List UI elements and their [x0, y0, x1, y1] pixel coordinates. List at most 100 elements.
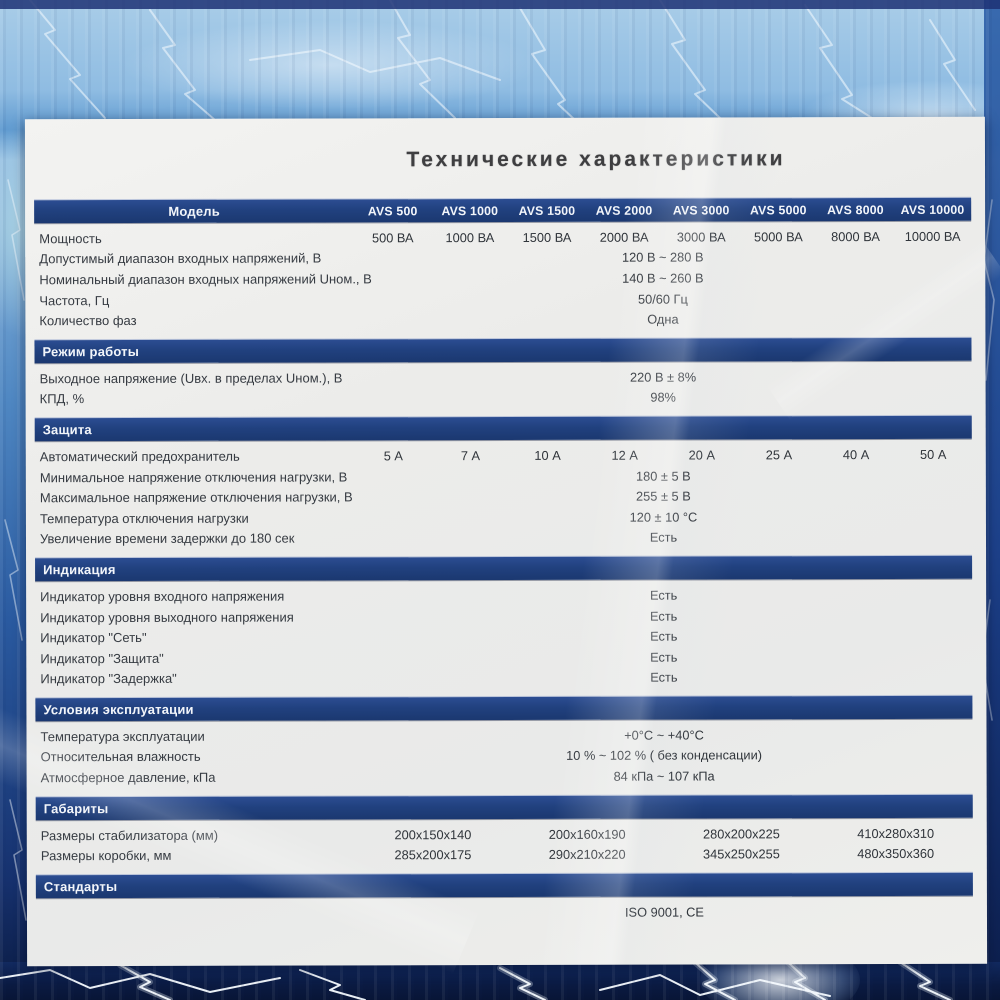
row-label: Температура отключения нагрузки — [39, 510, 249, 526]
model-column-header: AVS 3000 — [672, 202, 730, 218]
row-value: 200x150x140 — [394, 826, 472, 842]
section-header-label: Условия эксплуатации — [43, 701, 194, 718]
row-value: 280x200x225 — [702, 825, 780, 842]
section-header-label: Защита — [42, 422, 92, 438]
section-header-bar: Габариты — [35, 794, 973, 821]
row-label: Атмосферное давление, кПа — [40, 769, 216, 786]
row-label: Температура эксплуатации — [40, 728, 205, 745]
row-value: 285x200x175 — [394, 847, 472, 863]
model-column-header: AVS 1500 — [518, 203, 576, 218]
row-value: 480x350x360 — [857, 846, 935, 862]
row-label: Выходное напряжение (Uвх. в пределах Uно… — [39, 370, 343, 386]
table-row: Индикатор уровня выходного напряжения Ест… — [35, 604, 972, 627]
row-label — [36, 913, 356, 914]
row-value: 25 А — [765, 447, 793, 463]
table-row: Индикатор уровня входного напряжения Есть — [35, 584, 972, 607]
row-value: 1500 ВА — [522, 229, 572, 245]
row-value: 3000 ВА — [676, 229, 726, 245]
row-value: 1000 ВА — [445, 229, 495, 245]
section-header-label: Индикация — [43, 562, 116, 578]
spec-panel: Технические характеристики Модель AVS 500… — [0, 116, 1000, 974]
row-label: Минимальное напряжение отключения нагруз… — [39, 468, 348, 485]
row-label: Индикатор "Сеть" — [40, 630, 147, 646]
section-header-bar: Стандарты — [35, 872, 973, 899]
table-row: Размеры коробки, мм 285x200x175 290x210x22… — [36, 843, 973, 866]
row-value: 2000 ВА — [599, 229, 649, 245]
table-row: Автоматический предохранитель 5 А 7 А 10 А 1… — [35, 444, 972, 467]
model-column-header: AVS 1000 — [441, 203, 499, 218]
row-label: Допустимый диапазон входных напряжений, … — [39, 250, 322, 267]
table-row: Допустимый диапазон входных напряжений, … — [34, 246, 971, 269]
table-row: КПД, % 98% — [35, 386, 972, 409]
section-header-bar: Защита — [34, 415, 972, 442]
row-label: Индикатор "Задержка" — [40, 671, 177, 687]
section-header-bar: Условия эксплуатации — [35, 695, 973, 722]
row-value: Есть — [650, 649, 678, 665]
row-value: 220 В ± 8% — [630, 369, 697, 385]
table-row: Атмосферное давление, кПа 84 кПа ~ 107 кП… — [36, 765, 973, 788]
row-value: 84 кПа ~ 107 кПа — [613, 768, 715, 784]
row-value: 10 % ~ 102 % ( без конденсации) — [566, 747, 763, 764]
row-value: 255 ± 5 В — [636, 488, 691, 504]
row-label: Размеры коробки, мм — [40, 848, 172, 864]
row-label: Частота, Гц — [39, 292, 110, 308]
row-value: Есть — [649, 587, 678, 603]
section-header-label: Стандарты — [43, 879, 118, 895]
row-value: 180 ± 5 В — [635, 468, 691, 484]
row-value: 10000 ВА — [904, 228, 961, 244]
row-label: Индикатор уровня входного напряжения — [40, 588, 285, 605]
row-label: Максимальное напряжение отключения нагру… — [39, 489, 353, 506]
row-value: Есть — [650, 669, 678, 685]
table-row: Индикатор "Защита" Есть — [35, 646, 972, 669]
row-value: Есть — [650, 608, 678, 624]
row-value: 12 А — [611, 447, 638, 463]
table-row: Температура эксплуатации +0°C ~ +40°C — [35, 724, 972, 747]
table-row: Количество фаз Одна — [34, 308, 971, 331]
row-value: 50/60 Гц — [637, 291, 688, 307]
row-value: 140 В ~ 260 В — [622, 270, 704, 286]
row-value: Есть — [649, 529, 678, 545]
section-header-label: Габариты — [43, 800, 109, 817]
row-value: 410x280x310 — [857, 825, 935, 841]
table-row: Максимальное напряжение отключения нагру… — [35, 485, 972, 508]
section-header-bar: Индикация — [35, 555, 973, 582]
row-value: 5000 ВА — [754, 229, 803, 245]
light-haze — [120, 20, 540, 110]
row-value: 20 А — [688, 447, 716, 463]
row-value: 500 ВА — [371, 230, 414, 246]
model-column-header: AVS 500 — [367, 203, 418, 218]
row-value: 40 А — [842, 447, 870, 463]
box-top-edge — [0, 0, 1000, 9]
box-edge-right — [984, 0, 1000, 1000]
row-label: Мощность — [39, 230, 102, 247]
section-header-bar: Режим работы — [34, 337, 972, 364]
table-row: Относительная влажность 10 % ~ 102 % ( бе… — [36, 744, 973, 767]
table-row: Размеры стабилизатора (мм) 200x150x140 200… — [36, 823, 973, 846]
row-value: 120 ± 10 °C — [629, 509, 698, 525]
row-value: Есть — [650, 628, 678, 644]
model-column-header: AVS 10000 — [900, 202, 965, 217]
table-row: Увеличение времени задержки до 180 сек Ес… — [35, 526, 972, 549]
row-value: 10 А — [534, 447, 561, 463]
model-header-label: Модель — [168, 203, 220, 219]
model-column-header: AVS 5000 — [749, 202, 807, 217]
row-value: 98% — [650, 389, 676, 405]
page-title: Технические характеристики — [406, 147, 786, 172]
model-header-bar: Модель AVS 500 AVS 1000 AVS 1500 AVS 2000 AVS… — [34, 197, 972, 224]
model-column-header: AVS 8000 — [827, 202, 884, 217]
row-value: 200x160x190 — [548, 826, 626, 842]
table-row: Минимальное напряжение отключения нагруз… — [35, 465, 972, 488]
row-label: Размеры стабилизатора (мм) — [40, 827, 219, 843]
row-value: 8000 ВА — [831, 228, 880, 244]
table-row: Температура отключения нагрузки 120 ± 10 … — [35, 506, 972, 529]
row-value: 120 В ~ 280 В — [622, 249, 704, 266]
table-row: Номинальный диапазон входных напряжений … — [34, 267, 971, 290]
section-header-label: Режим работы — [42, 343, 140, 360]
model-column-header: AVS 2000 — [595, 203, 653, 218]
row-label: Увеличение времени задержки до 180 сек — [39, 530, 295, 547]
row-value: +0°C ~ +40°C — [624, 727, 704, 743]
table-row: Индикатор "Задержка" Есть — [35, 666, 972, 689]
row-value: 290x210x220 — [548, 846, 626, 863]
table-row: Индикатор "Сеть" Есть — [35, 625, 972, 648]
